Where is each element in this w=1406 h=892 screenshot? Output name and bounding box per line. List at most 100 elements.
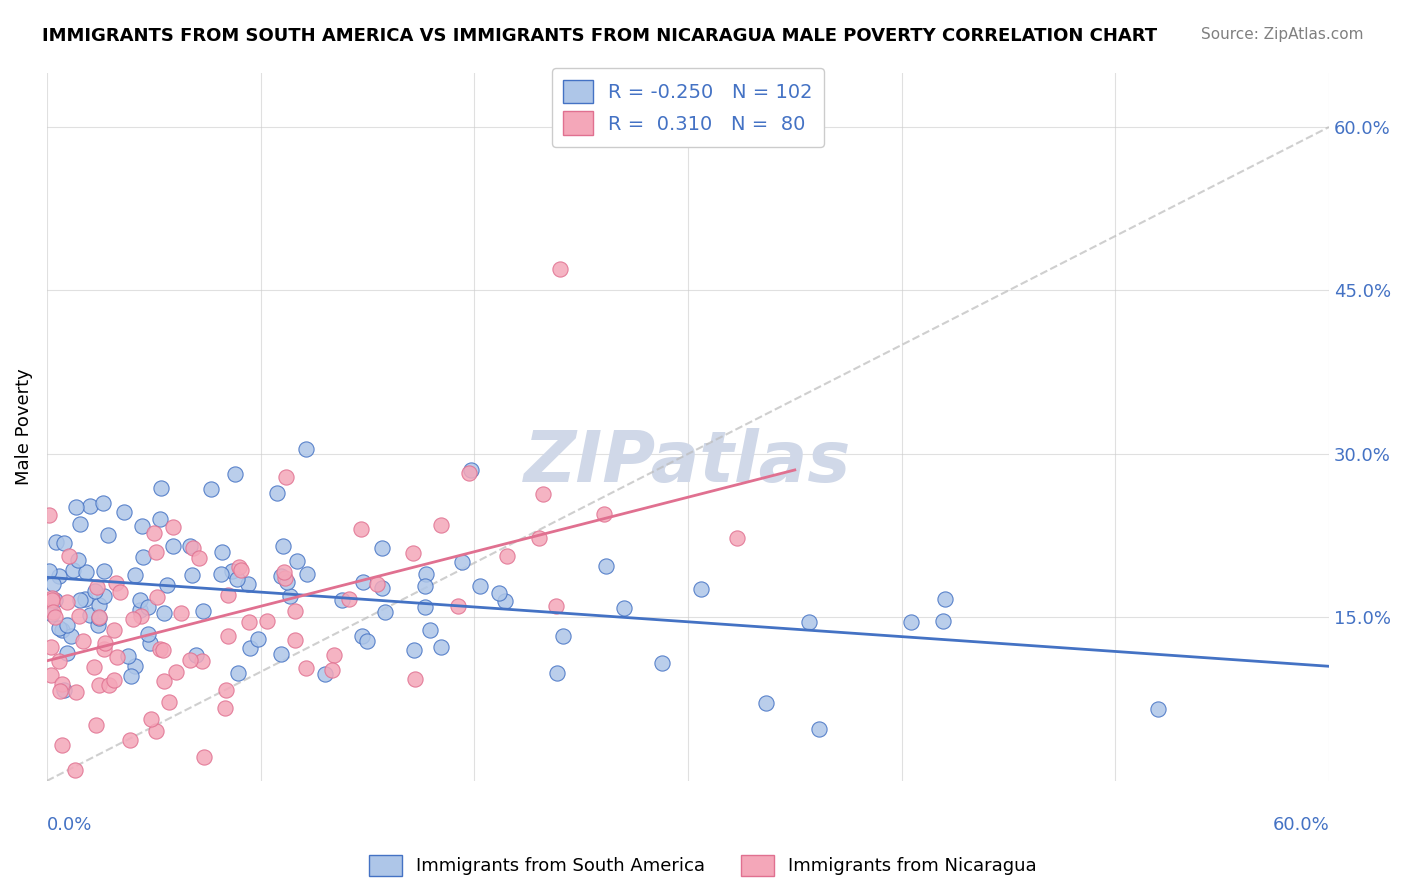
Point — [239, 641, 262, 656]
Point — [419, 623, 441, 637]
Point — [496, 549, 519, 563]
Text: Source: ZipAtlas.com: Source: ZipAtlas.com — [1201, 27, 1364, 42]
Point — [87, 609, 110, 624]
Point — [373, 606, 395, 620]
Point — [89, 611, 111, 625]
Point — [67, 553, 90, 567]
Point — [551, 629, 574, 643]
Point — [129, 609, 152, 624]
Point — [103, 673, 125, 687]
Point — [162, 520, 184, 534]
Point — [93, 564, 115, 578]
Point — [211, 567, 233, 582]
Point — [531, 486, 554, 500]
Point — [221, 565, 243, 579]
Point — [284, 604, 307, 618]
Point — [270, 647, 292, 661]
Point — [256, 614, 278, 628]
Point — [217, 629, 239, 643]
Point — [366, 577, 388, 591]
Point — [413, 579, 436, 593]
Point — [184, 648, 207, 663]
Point — [120, 733, 142, 747]
Point — [595, 559, 617, 574]
Legend: R = -0.250   N = 102, R =  0.310   N =  80: R = -0.250 N = 102, R = 0.310 N = 80 — [551, 68, 824, 146]
Point — [67, 608, 90, 623]
Point — [451, 555, 474, 569]
Point — [494, 594, 516, 608]
Point — [807, 722, 830, 736]
Point — [103, 624, 125, 638]
Point — [799, 615, 821, 629]
Point — [278, 589, 301, 603]
Point — [63, 763, 86, 777]
Point — [755, 696, 778, 710]
Point — [321, 663, 343, 677]
Text: 60.0%: 60.0% — [1272, 816, 1329, 834]
Point — [1147, 701, 1170, 715]
Point — [226, 666, 249, 681]
Y-axis label: Male Poverty: Male Poverty — [15, 368, 32, 485]
Point — [149, 512, 172, 526]
Point — [44, 610, 66, 624]
Point — [370, 581, 392, 595]
Point — [156, 578, 179, 592]
Point — [224, 467, 246, 482]
Point — [900, 615, 922, 629]
Point — [488, 586, 510, 600]
Point — [122, 612, 145, 626]
Point — [266, 485, 288, 500]
Point — [356, 633, 378, 648]
Point — [87, 598, 110, 612]
Point — [56, 595, 79, 609]
Point — [105, 576, 128, 591]
Point — [65, 500, 87, 514]
Point — [65, 685, 87, 699]
Point — [402, 643, 425, 657]
Point — [592, 507, 614, 521]
Point — [51, 677, 73, 691]
Point — [430, 640, 453, 654]
Point — [120, 669, 142, 683]
Point — [447, 599, 470, 614]
Point — [401, 547, 423, 561]
Point — [613, 601, 636, 615]
Point — [41, 605, 63, 619]
Point — [136, 627, 159, 641]
Point — [238, 615, 260, 629]
Point — [548, 261, 571, 276]
Point — [276, 470, 298, 484]
Point — [276, 574, 298, 589]
Point — [139, 712, 162, 726]
Point — [270, 569, 292, 583]
Point — [124, 659, 146, 673]
Point — [413, 599, 436, 614]
Point — [131, 519, 153, 533]
Point — [934, 591, 956, 606]
Point — [72, 633, 94, 648]
Point — [145, 723, 167, 738]
Point — [430, 517, 453, 532]
Point — [55, 617, 77, 632]
Point — [117, 648, 139, 663]
Point — [217, 588, 239, 602]
Point — [460, 463, 482, 477]
Point — [165, 665, 187, 680]
Point — [129, 592, 152, 607]
Point — [108, 585, 131, 599]
Point — [546, 666, 568, 681]
Point — [48, 621, 70, 635]
Point — [214, 683, 236, 698]
Point — [41, 607, 63, 621]
Point — [143, 526, 166, 541]
Point — [51, 623, 73, 637]
Legend: Immigrants from South America, Immigrants from Nicaragua: Immigrants from South America, Immigrant… — [361, 847, 1045, 883]
Point — [180, 568, 202, 582]
Text: 0.0%: 0.0% — [46, 816, 93, 834]
Point — [271, 539, 294, 553]
Point — [48, 569, 70, 583]
Point — [350, 522, 373, 536]
Point — [214, 700, 236, 714]
Point — [52, 535, 75, 549]
Point — [211, 545, 233, 559]
